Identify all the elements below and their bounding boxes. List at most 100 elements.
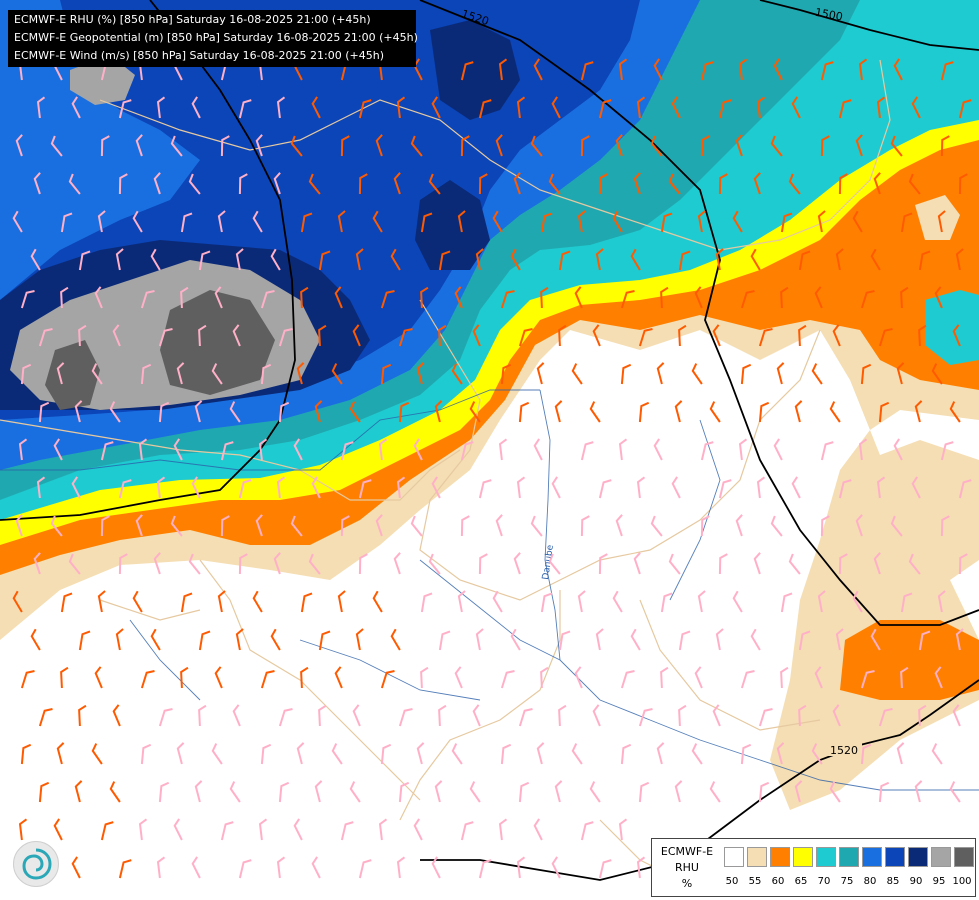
wind-barb (718, 99, 732, 119)
wind-barb (776, 362, 785, 385)
wind-barb (558, 704, 567, 727)
wind-barb (858, 58, 868, 81)
wind-barb (53, 438, 63, 461)
wind-barb (934, 666, 943, 689)
wind-barb (773, 438, 783, 461)
wind-barb (460, 61, 474, 81)
legend-tick-label: 50 (725, 876, 739, 887)
wind-barb (817, 210, 826, 233)
wind-barb (855, 134, 863, 157)
wind-barb (691, 743, 703, 765)
wind-barb (738, 58, 748, 81)
wind-barb (211, 363, 223, 385)
wind-barb (811, 743, 823, 765)
wind-barb (115, 248, 124, 271)
wind-barb (870, 628, 881, 651)
wind-barb (820, 441, 834, 461)
wind-barb (469, 401, 481, 423)
wind-barb (460, 515, 470, 537)
wind-barb (191, 476, 201, 499)
wind-barb (300, 212, 313, 233)
wind-barb (340, 515, 350, 537)
wind-barb (194, 400, 203, 423)
wind-barb (788, 173, 801, 195)
wind-barb (500, 743, 512, 765)
wind-barb (510, 628, 521, 651)
wind-barb (940, 515, 950, 537)
wind-barb (678, 630, 691, 651)
wind-barb (30, 628, 41, 651)
wind-barb (180, 592, 193, 613)
wind-barb (428, 553, 441, 575)
wind-barb (589, 781, 601, 803)
wind-barb (53, 818, 63, 841)
wind-barb (495, 134, 503, 157)
wind-barb (217, 590, 226, 613)
wind-barb (140, 363, 152, 385)
wind-barb (638, 328, 653, 347)
wind-barb (109, 401, 121, 423)
wind-barb (518, 401, 530, 423)
wind-barb (198, 324, 207, 347)
wind-barb (735, 514, 743, 537)
wind-barb (671, 476, 681, 499)
wind-barb (118, 859, 132, 879)
rhu-fill-layer (0, 0, 979, 810)
wind-barb (214, 666, 223, 689)
wind-barb (873, 172, 881, 195)
wind-barb (958, 173, 968, 195)
legend-tick-label: 65 (794, 876, 808, 887)
wind-barb (500, 290, 515, 309)
wind-barb (318, 704, 327, 727)
legend-tick-label: 60 (771, 876, 785, 887)
wind-barb (118, 553, 128, 575)
wind-barb (140, 670, 155, 689)
wind-barb (548, 553, 561, 575)
wind-barb (349, 401, 361, 423)
wind-barb (558, 250, 571, 271)
wind-barb (380, 363, 392, 385)
wind-barb (513, 552, 521, 575)
wind-barb (516, 476, 526, 499)
wind-barb (68, 553, 81, 575)
wind-barb (68, 173, 81, 195)
wind-barb (235, 248, 244, 271)
wind-barb (656, 742, 665, 765)
wind-barb (955, 628, 964, 651)
legend-swatch (816, 847, 836, 867)
wind-barb (78, 704, 87, 727)
wind-barb (500, 363, 512, 385)
wind-barb (235, 628, 244, 651)
wind-barb (188, 553, 201, 575)
wind-barb (138, 438, 148, 461)
wind-barb (278, 781, 290, 803)
wind-barb (931, 743, 943, 765)
wind-barb (873, 552, 881, 575)
wind-barb (173, 818, 183, 841)
wind-barb (109, 781, 121, 803)
contour-1520-west (0, 0, 296, 521)
wind-barb (135, 514, 143, 537)
wind-barb (858, 438, 868, 461)
wind-barb (660, 286, 669, 309)
wind-barb (798, 324, 807, 347)
wind-barb (678, 324, 687, 347)
wind-barb (694, 286, 703, 309)
wind-barb (398, 401, 410, 423)
legend-title-variable: RHU (675, 861, 699, 874)
wind-barb (457, 590, 466, 613)
wind-barb (238, 553, 248, 575)
wind-barb (918, 630, 931, 651)
wind-barb (691, 363, 703, 385)
wind-barb (952, 324, 961, 347)
wind-barb (349, 781, 361, 803)
wind-barb (355, 628, 364, 651)
wind-barb (352, 324, 361, 347)
wind-barb (337, 210, 346, 233)
wind-barb (753, 552, 761, 575)
wind-barb (780, 666, 789, 689)
wind-barb (214, 286, 223, 309)
wind-barb (438, 324, 447, 347)
wind-barb (896, 362, 905, 385)
wind-barb (958, 553, 968, 575)
